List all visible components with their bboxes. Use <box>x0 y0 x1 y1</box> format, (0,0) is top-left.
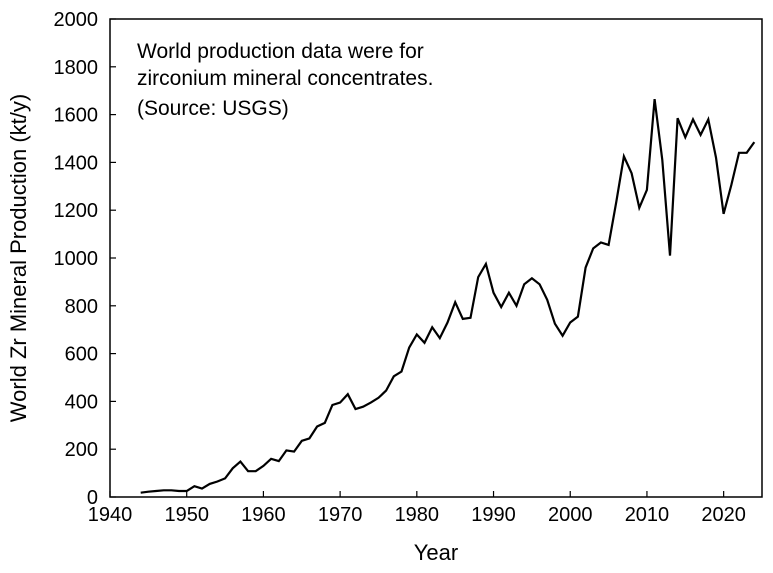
axis-ticks: 1940 1950 1960 1970 1980 1990 2000 2010 2020 0 200… <box>54 9 746 526</box>
x-axis-title: Year <box>414 540 458 565</box>
y-tick-label: 2000 <box>54 9 99 31</box>
production-series-line <box>140 98 756 494</box>
x-tick-label: 1990 <box>471 504 516 526</box>
x-tick-label: 2020 <box>701 504 746 526</box>
plot-frame <box>109 18 763 498</box>
x-tick-label: 1980 <box>395 504 440 526</box>
y-tick-label: 200 <box>65 439 98 461</box>
y-tick-label: 1600 <box>54 105 99 127</box>
y-tick-label: 0 <box>87 487 98 509</box>
y-tick-label: 1400 <box>54 152 99 174</box>
x-tick-label: 2000 <box>548 504 593 526</box>
y-tick-label: 400 <box>65 391 98 413</box>
annotation-line: World production data were for <box>137 40 424 63</box>
y-tick-label: 1800 <box>54 57 99 79</box>
x-tick-label: 1970 <box>318 504 363 526</box>
y-tick-label: 1200 <box>54 200 99 222</box>
annotation-line: (Source: USGS) <box>137 97 289 120</box>
y-tick-label: 800 <box>65 296 98 318</box>
annotation: World production data were for zirconium … <box>137 40 433 120</box>
annotation-line: zirconium mineral concentrates. <box>137 67 433 90</box>
x-tick-label: 1960 <box>241 504 286 526</box>
x-tick-label: 1950 <box>164 504 209 526</box>
y-tick-label: 1000 <box>54 248 99 270</box>
y-axis-title: World Zr Mineral Production (kt/y) <box>6 94 31 422</box>
series-lines <box>140 98 756 494</box>
y-tick-label: 600 <box>65 344 98 366</box>
x-tick-label: 1940 <box>88 504 133 526</box>
x-tick-label: 2010 <box>625 504 670 526</box>
